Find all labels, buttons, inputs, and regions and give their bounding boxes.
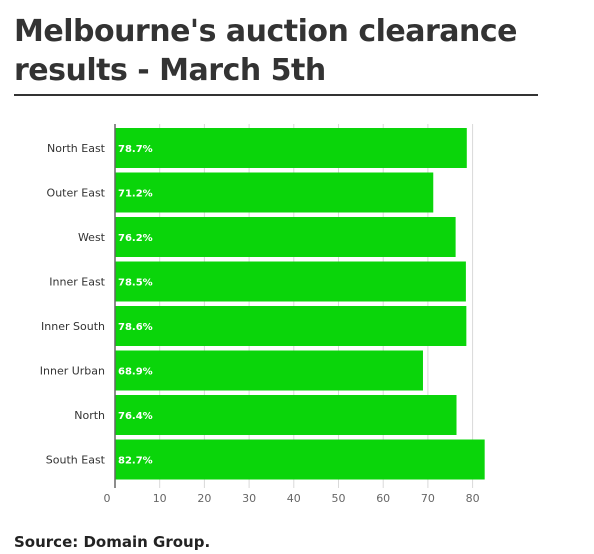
x-tick-label: 50 [332, 492, 346, 505]
bar-value-label: 76.2% [118, 233, 153, 244]
x-tick-label: 30 [242, 492, 256, 505]
x-tick-label: 40 [287, 492, 301, 505]
bar [115, 350, 423, 391]
x-tick-label: 20 [197, 492, 211, 505]
chart-title: Melbourne's auction clearance results - … [14, 14, 518, 88]
bar [115, 395, 457, 435]
x-tick-label: 70 [421, 492, 435, 505]
bar [115, 261, 466, 302]
bar-value-label: 78.5% [118, 278, 153, 289]
bar [115, 172, 434, 213]
bar-value-label: 78.6% [118, 322, 153, 333]
bar-value-label: 71.2% [118, 189, 153, 200]
x-tick-label: 80 [466, 492, 480, 505]
category-label: Inner South [41, 320, 105, 333]
category-label: Outer East [47, 187, 106, 200]
x-tick-label: 60 [376, 492, 390, 505]
source-note: Source: Domain Group. [14, 533, 211, 551]
bar-value-label: 76.4% [118, 411, 153, 422]
category-label: West [78, 231, 106, 244]
bar-chart: 0 10 20 30 40 50 60 70 80 North East 78.7% Outer Ea… [40, 124, 485, 505]
category-label: South East [46, 454, 106, 467]
bar [115, 306, 467, 346]
category-label: North [74, 409, 105, 422]
category-label: Inner Urban [40, 365, 105, 378]
bar [115, 128, 467, 168]
chart-area: 0 10 20 30 40 50 60 70 80 North East 78.7% Outer Ea… [0, 110, 594, 510]
title-block: Melbourne's auction clearance results - … [14, 12, 538, 96]
x-tick-label: 10 [153, 492, 167, 505]
bar-value-label: 82.7% [118, 456, 153, 467]
bar-value-label: 78.7% [118, 144, 153, 155]
x-tick-label: 0 [104, 492, 111, 505]
category-label: North East [47, 142, 106, 155]
bar [115, 217, 456, 257]
bar-value-label: 68.9% [118, 367, 153, 378]
category-label: Inner East [49, 276, 105, 289]
bar [115, 439, 485, 480]
